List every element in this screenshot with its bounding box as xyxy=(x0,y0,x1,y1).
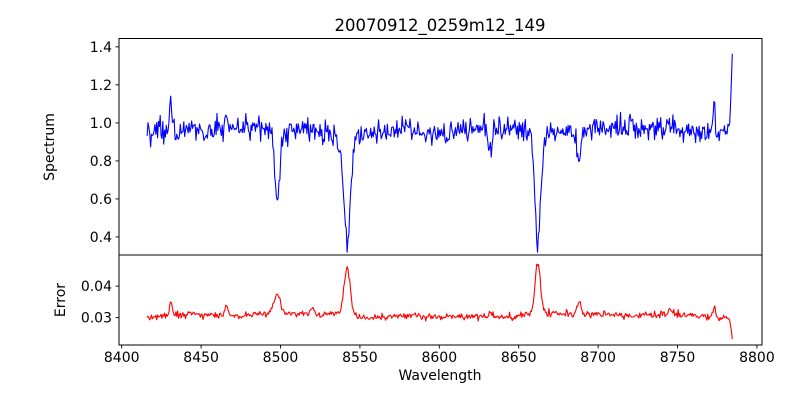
error-line xyxy=(146,263,733,340)
error-y-tick-label: 0.03 xyxy=(81,311,112,327)
x-tick-label: 8500 xyxy=(263,350,299,366)
spectrum-y-tick-label: 1.0 xyxy=(90,116,112,132)
x-axis-label: Wavelength xyxy=(398,368,482,384)
x-tick-label: 8750 xyxy=(660,350,696,366)
spectrum-y-tick-label: 0.6 xyxy=(90,192,112,208)
error-y-tick-label: 0.04 xyxy=(81,279,112,295)
error-axes-frame xyxy=(118,254,763,346)
spectrum-y-tick-label: 1.4 xyxy=(90,40,112,56)
x-tick-label: 8400 xyxy=(104,350,140,366)
spectrum-y-tick-label: 0.4 xyxy=(90,230,112,246)
chart-title: 20070912_0259m12_149 xyxy=(334,16,546,35)
x-tick-label: 8700 xyxy=(580,350,616,366)
spectrum-axes-frame xyxy=(118,38,763,256)
x-tick-label: 8650 xyxy=(501,350,537,366)
spectrum-y-tick-label: 0.8 xyxy=(90,154,112,170)
x-tick-label: 8550 xyxy=(342,350,378,366)
x-tick-label: 8800 xyxy=(739,350,775,366)
x-tick-label: 8450 xyxy=(183,350,219,366)
x-tick-label: 8600 xyxy=(421,350,457,366)
spectrum-y-tick-label: 1.2 xyxy=(90,78,112,94)
spectrum-line xyxy=(146,53,733,253)
